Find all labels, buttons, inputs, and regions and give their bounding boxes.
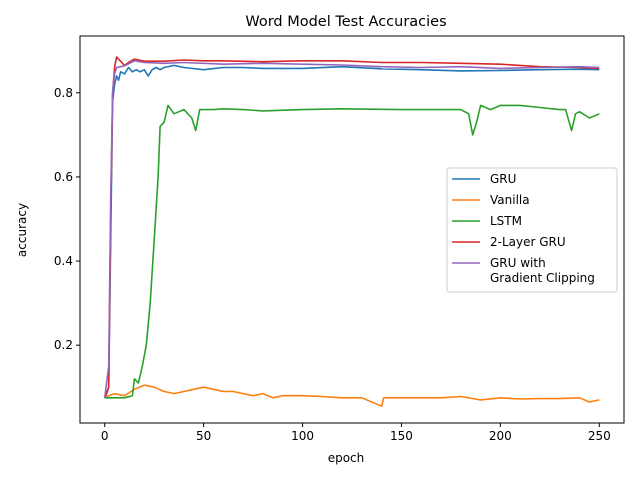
legend-label-4: GRU with Gradient Clipping (490, 256, 595, 285)
y-axis-ticks: 0.2 0.4 0.6 0.8 (54, 86, 80, 352)
plot-frame (79, 35, 625, 424)
x-axis-ticks: 0 50 100 150 200 250 (101, 423, 611, 443)
legend-box (446, 167, 618, 293)
y-tick-label: 0.6 (54, 170, 73, 184)
legend: GRU Vanilla LSTM 2-Layer GRU GRU with Gradien… (446, 167, 618, 293)
legend-label-2: LSTM (490, 214, 522, 228)
y-axis-label: accuracy (15, 203, 29, 257)
x-tick-label: 50 (196, 429, 211, 443)
series-line-0 (103, 64, 600, 399)
x-tick-label: 250 (588, 429, 611, 443)
y-tick-label: 0.8 (54, 86, 73, 100)
legend-label-0: GRU (490, 172, 516, 186)
x-tick-label: 0 (101, 429, 109, 443)
legend-label-1: Vanilla (490, 193, 530, 207)
series-line-3 (103, 56, 600, 399)
x-axis-label: epoch (328, 451, 365, 465)
series-line-4 (103, 60, 600, 398)
x-tick-label: 200 (489, 429, 512, 443)
series-line-1 (104, 384, 600, 407)
x-tick-label: 150 (390, 429, 413, 443)
chart-title: Word Model Test Accuracies (245, 14, 446, 30)
x-tick-label: 100 (291, 429, 314, 443)
series-line-2 (104, 104, 600, 399)
plot-lines (103, 56, 600, 407)
y-tick-label: 0.2 (54, 338, 73, 352)
y-tick-label: 0.4 (54, 254, 73, 268)
legend-label-3: 2-Layer GRU (490, 235, 566, 249)
